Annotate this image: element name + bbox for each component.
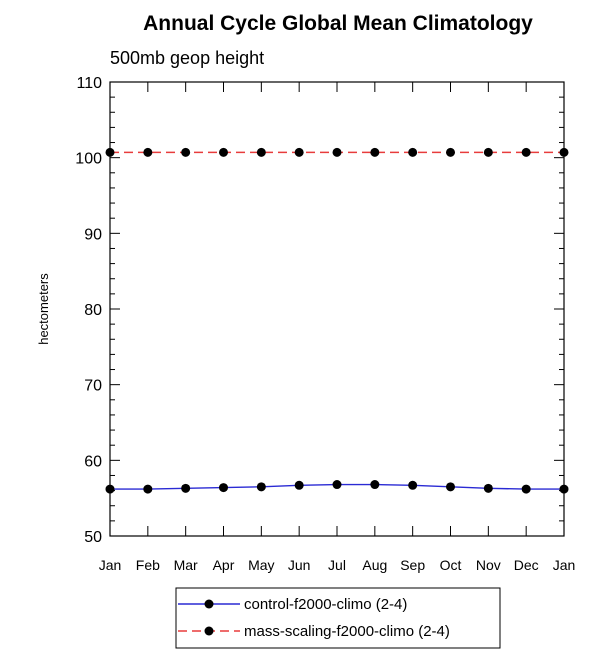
data-point bbox=[483, 147, 493, 157]
data-point bbox=[181, 147, 191, 157]
data-point bbox=[446, 147, 455, 157]
data-point bbox=[408, 480, 418, 490]
y-tick-label: 110 bbox=[76, 75, 102, 92]
data-point bbox=[294, 480, 304, 490]
x-tick-label: Jan bbox=[99, 557, 122, 573]
data-point bbox=[332, 480, 342, 490]
y-tick-label: 100 bbox=[75, 151, 102, 168]
x-tick-label: Jun bbox=[288, 557, 311, 573]
x-tick-label: Sep bbox=[400, 557, 425, 573]
data-point bbox=[332, 147, 342, 157]
legend-marker-mass-scaling bbox=[204, 626, 214, 636]
x-tick-label: Apr bbox=[213, 557, 235, 573]
data-point bbox=[256, 482, 266, 492]
chart-title: Annual Cycle Global Mean Climatology bbox=[143, 12, 533, 35]
chart-subtitle: 500mb geop height bbox=[110, 48, 264, 68]
y-axis-label: hectometers bbox=[36, 273, 51, 345]
legend-label-mass-scaling: mass-scaling-f2000-climo (2-4) bbox=[244, 623, 450, 640]
x-tick-label: Aug bbox=[362, 557, 387, 573]
x-tick-label: Mar bbox=[174, 557, 198, 573]
x-tick-label: Oct bbox=[440, 557, 462, 573]
plot-area: 50 60 70 80 90 100 110 Jan Feb Mar Apr May Jun Jul Aug… bbox=[75, 75, 575, 573]
data-point bbox=[181, 483, 191, 493]
data-point bbox=[143, 147, 153, 157]
data-point bbox=[483, 483, 493, 493]
legend-label-control: control-f2000-climo (2-4) bbox=[244, 596, 407, 613]
plot-frame bbox=[109, 81, 565, 537]
data-point bbox=[294, 147, 304, 157]
data-point bbox=[370, 147, 380, 157]
data-point bbox=[219, 483, 228, 493]
y-tick-label: 90 bbox=[84, 226, 102, 243]
x-tick-label: May bbox=[248, 557, 274, 573]
legend-box bbox=[175, 587, 501, 649]
legend: control-f2000-climo (2-4) mass-scaling-f… bbox=[175, 587, 501, 649]
data-point bbox=[408, 147, 418, 157]
x-tick-label: Nov bbox=[476, 557, 501, 573]
y-tick-label: 50 bbox=[84, 529, 102, 546]
data-point bbox=[446, 482, 455, 492]
x-tick-label: Dec bbox=[514, 557, 539, 573]
x-tick-label: Jan bbox=[553, 557, 576, 573]
y-tick-label: 80 bbox=[84, 302, 102, 319]
data-point bbox=[143, 484, 153, 494]
data-point bbox=[256, 147, 266, 157]
x-tick-label: Feb bbox=[136, 557, 160, 573]
y-tick-label: 60 bbox=[84, 453, 102, 470]
legend-marker-control bbox=[204, 599, 214, 609]
data-point bbox=[370, 480, 380, 490]
data-point bbox=[219, 147, 228, 157]
x-tick-label: Jul bbox=[328, 557, 346, 573]
data-point bbox=[521, 147, 531, 157]
data-point bbox=[521, 484, 531, 494]
y-tick-label: 70 bbox=[84, 378, 102, 395]
